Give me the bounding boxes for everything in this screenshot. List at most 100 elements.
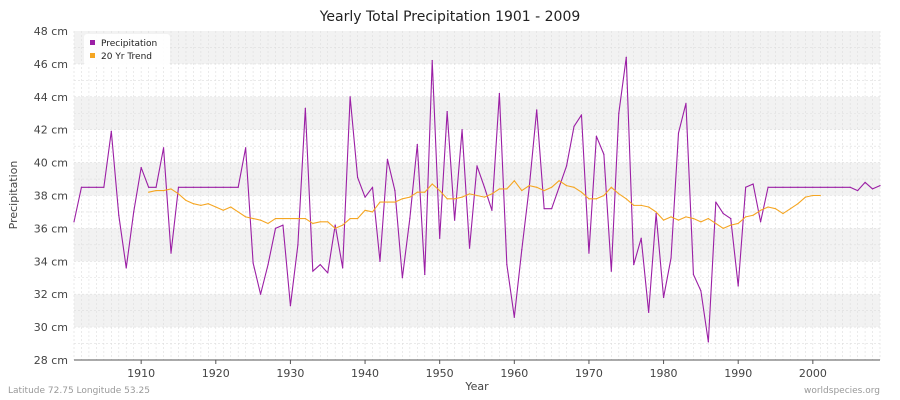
precipitation-point — [371, 186, 374, 188]
precipitation-point — [745, 186, 747, 188]
trend-point — [334, 227, 336, 229]
trend-point — [580, 191, 583, 193]
precipitation-point — [849, 186, 851, 188]
y-tick-label: 30 cm — [34, 321, 68, 334]
trend-point — [222, 209, 224, 211]
trend-point — [759, 209, 762, 211]
precipitation-point — [207, 186, 209, 188]
trend-point — [715, 222, 717, 225]
precipitation-point — [506, 263, 508, 266]
precipitation-point — [633, 263, 635, 266]
precipitation-point — [573, 125, 575, 128]
precipitation-point — [192, 186, 195, 188]
y-tick-label: 34 cm — [34, 255, 68, 268]
precipitation-point — [767, 186, 769, 188]
precipitation-point — [812, 186, 814, 188]
precipitation-point — [625, 56, 627, 58]
trend-point — [625, 198, 627, 200]
precipitation-point — [730, 217, 732, 220]
x-tick-label: 1950 — [426, 367, 454, 380]
trend-point — [595, 198, 598, 200]
precipitation-point — [528, 186, 530, 188]
precipitation-point — [162, 147, 165, 149]
precipitation-point — [416, 143, 418, 146]
trend-point — [409, 196, 411, 198]
precipitation-point — [700, 290, 702, 292]
trend-point — [289, 217, 292, 220]
legend-swatch-trend — [90, 53, 95, 58]
trend-point — [536, 186, 538, 188]
precipitation-point — [259, 293, 262, 295]
precipitation-point — [289, 305, 292, 307]
trend-point — [371, 211, 374, 213]
precipitation-point — [80, 186, 83, 188]
precipitation-point — [394, 189, 396, 192]
legend: Precipitation 20 Yr Trend — [84, 34, 170, 65]
trend-point — [528, 185, 530, 187]
trend-point — [267, 222, 269, 225]
precipitation-point — [468, 247, 471, 249]
trend-point — [730, 224, 732, 226]
precipitation-point — [804, 186, 806, 188]
trend-point — [752, 214, 754, 216]
precipitation-point — [819, 186, 821, 188]
precipitation-point — [670, 257, 672, 259]
precipitation-point — [431, 60, 433, 62]
trend-point — [551, 186, 553, 188]
precipitation-point — [170, 252, 172, 254]
trend-point — [670, 216, 672, 218]
trend-point — [633, 204, 635, 206]
precipitation-point — [864, 181, 866, 183]
x-tick-label: 1920 — [202, 367, 230, 380]
precipitation-point — [797, 186, 799, 188]
precipitation-point — [580, 114, 583, 116]
trend-point — [655, 211, 657, 213]
precipitation-point — [185, 186, 187, 188]
trend-point — [774, 208, 777, 210]
trend-point — [603, 194, 605, 197]
trend-point — [692, 217, 695, 220]
y-tick-label: 40 cm — [34, 157, 68, 170]
precipitation-point — [722, 213, 724, 215]
legend-swatch-precipitation — [90, 40, 95, 45]
precipitation-point — [677, 132, 680, 134]
trend-point — [319, 221, 321, 223]
y-tick-label: 48 cm — [34, 25, 68, 38]
precipitation-point — [304, 107, 306, 109]
trend-point — [200, 204, 202, 206]
precipitation-point — [95, 186, 97, 188]
series-layer — [73, 56, 881, 343]
trend-point — [454, 198, 456, 200]
trend-point — [610, 186, 612, 188]
trend-point — [565, 185, 568, 187]
precipitation-point — [155, 186, 157, 188]
trend-point — [789, 208, 792, 210]
trend-point — [274, 217, 277, 220]
trend-point — [707, 217, 709, 220]
trend-point — [259, 219, 262, 221]
precipitation-point — [685, 102, 687, 104]
precipitation-point — [655, 213, 657, 215]
trend-point — [521, 189, 523, 192]
trend-point — [737, 222, 739, 225]
trend-point — [677, 219, 680, 221]
trend-point — [416, 191, 418, 193]
trend-point — [207, 203, 209, 205]
trend-point — [640, 204, 642, 206]
precipitation-point — [454, 219, 456, 221]
precipitation-point — [245, 147, 247, 149]
trend-point — [513, 180, 515, 182]
precipitation-point — [215, 186, 217, 188]
x-tick-label: 1960 — [500, 367, 528, 380]
precipitation-point — [857, 189, 859, 192]
trend-point — [386, 201, 389, 203]
footer-location: Latitude 72.75 Longitude 53.25 — [8, 386, 150, 396]
gridlines — [73, 31, 881, 360]
y-tick-label: 38 cm — [34, 190, 68, 203]
precipitation-point — [439, 237, 441, 239]
trend-point — [461, 196, 463, 198]
trend-point — [177, 193, 180, 195]
precipitation-point — [327, 272, 329, 274]
precipitation-point — [342, 267, 344, 269]
trend-point — [722, 227, 724, 229]
